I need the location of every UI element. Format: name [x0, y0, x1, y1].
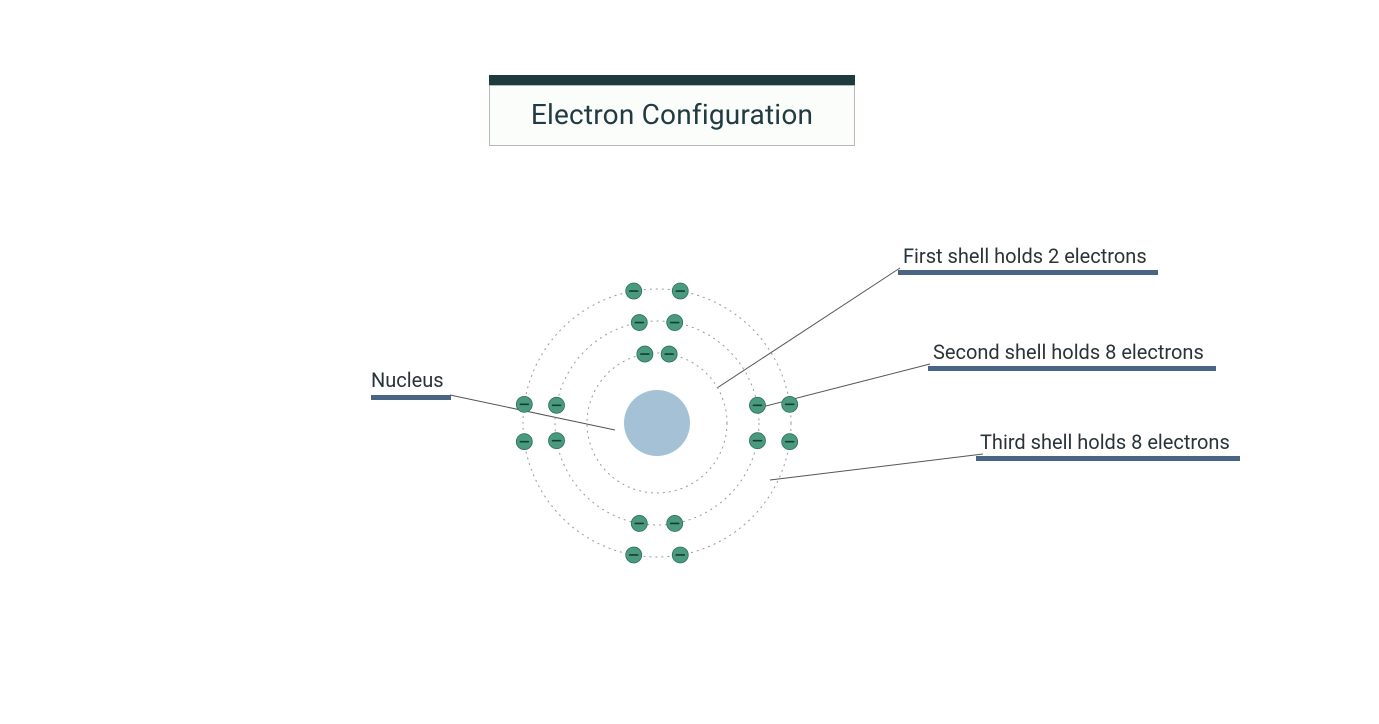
electron — [626, 547, 642, 563]
electron — [626, 283, 642, 299]
electron — [667, 515, 683, 531]
atom-diagram-svg — [0, 0, 1379, 724]
electron — [549, 433, 565, 449]
electron — [749, 397, 765, 413]
electron — [667, 315, 683, 331]
electron — [661, 346, 677, 362]
electron — [631, 315, 647, 331]
leader-line — [770, 454, 983, 480]
leader-line — [717, 268, 900, 388]
electron — [672, 547, 688, 563]
electron — [672, 283, 688, 299]
electron — [782, 434, 798, 450]
electron — [516, 434, 532, 450]
electron — [631, 515, 647, 531]
electron — [549, 397, 565, 413]
electron — [637, 346, 653, 362]
electron — [782, 396, 798, 412]
electron — [749, 433, 765, 449]
electron — [516, 396, 532, 412]
nucleus — [624, 390, 690, 456]
leader-line — [450, 395, 615, 430]
